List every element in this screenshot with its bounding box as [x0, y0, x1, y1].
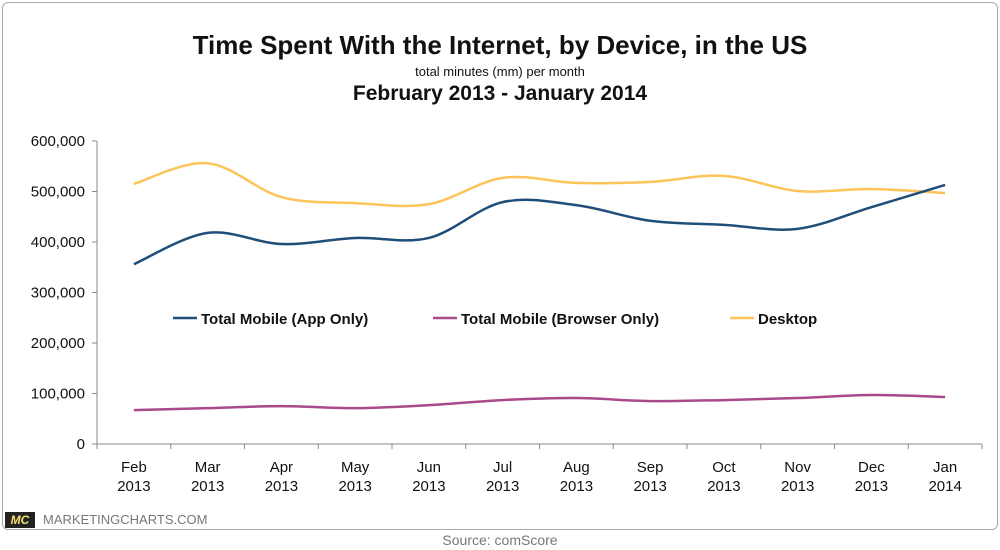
x-tick-label-month: Feb	[121, 459, 147, 476]
y-tick-label: 400,000	[31, 234, 85, 251]
series-line-2	[133, 161, 946, 208]
y-tick-label: 100,000	[31, 386, 85, 403]
chart-title: Time Spent With the Internet, by Device,…	[192, 30, 808, 60]
x-tick-label-month: Jun	[417, 459, 441, 476]
legend-label: Total Mobile (Browser Only)	[461, 311, 659, 328]
x-tick-label-month: Apr	[270, 459, 293, 476]
x-tick-label-month: Jan	[933, 459, 957, 476]
x-tick-label-month: Nov	[784, 459, 811, 476]
source-note: Source: comScore	[442, 532, 558, 548]
x-tick-label-month: Jul	[493, 459, 512, 476]
x-tick-label-year: 2013	[117, 478, 150, 495]
x-tick-label-year: 2013	[486, 478, 519, 495]
chart-date-range: February 2013 - January 2014	[352, 82, 648, 105]
x-tick-label-month: Aug	[563, 459, 590, 476]
x-tick-label-year: 2013	[338, 478, 371, 495]
chart-subtitle: total minutes (mm) per month	[415, 64, 585, 79]
series-line-0	[133, 183, 946, 266]
x-tick-label-month: Mar	[195, 459, 221, 476]
x-tick-label-year: 2013	[707, 478, 740, 495]
y-tick-label: 500,000	[31, 184, 85, 201]
legend-label: Desktop	[758, 311, 817, 328]
series-line-1	[133, 393, 946, 412]
chart-frame	[2, 2, 998, 530]
x-tick-label-year: 2013	[560, 478, 593, 495]
x-tick-label-year: 2013	[191, 478, 224, 495]
y-tick-label: 0	[77, 436, 85, 453]
x-tick-label-year: 2013	[412, 478, 445, 495]
x-tick-label-year: 2013	[855, 478, 888, 495]
y-tick-label: 300,000	[31, 285, 85, 302]
x-tick-label-month: May	[341, 459, 370, 476]
x-tick-label-month: Dec	[858, 459, 885, 476]
x-tick-label-year: 2013	[633, 478, 666, 495]
x-tick-label-year: 2013	[265, 478, 298, 495]
marketingcharts-logo: MC	[5, 512, 35, 528]
y-tick-label: 600,000	[31, 133, 85, 150]
x-tick-label-year: 2013	[781, 478, 814, 495]
x-tick-label-month: Oct	[712, 459, 736, 476]
y-tick-label: 200,000	[31, 335, 85, 352]
site-name: MARKETINGCHARTS.COM	[43, 512, 208, 527]
legend-label: Total Mobile (App Only)	[201, 311, 368, 328]
x-tick-label-year: 2014	[928, 478, 961, 495]
x-tick-label-month: Sep	[637, 459, 664, 476]
